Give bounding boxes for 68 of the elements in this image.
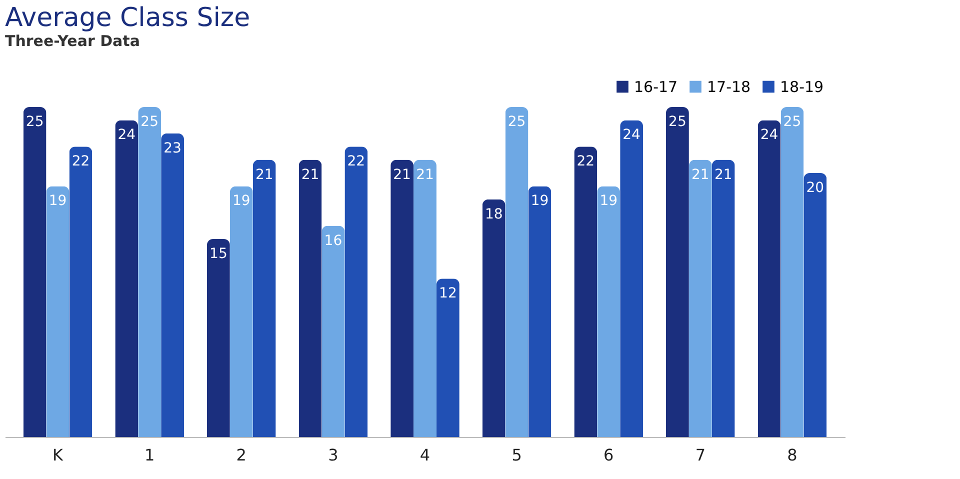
data-label: 21 <box>393 166 411 183</box>
data-label: 25 <box>508 114 526 130</box>
x-tick-label: 6 <box>604 446 614 464</box>
bar <box>620 120 644 437</box>
data-label: 23 <box>164 140 182 156</box>
bar <box>115 120 138 437</box>
bar <box>344 146 368 437</box>
data-label: 19 <box>232 193 250 210</box>
data-label: 16 <box>324 232 342 249</box>
data-label: 19 <box>600 193 618 210</box>
data-label: 21 <box>691 166 710 183</box>
bar <box>436 278 460 437</box>
data-label: 25 <box>783 114 802 130</box>
bar <box>390 160 414 437</box>
data-label: 25 <box>668 114 686 130</box>
x-tick-label: 1 <box>144 446 155 464</box>
bar <box>69 146 92 437</box>
data-label: 21 <box>416 166 434 183</box>
bar <box>597 186 620 437</box>
bar <box>482 199 506 437</box>
bar <box>758 120 781 437</box>
data-label: 15 <box>210 246 228 262</box>
bar <box>206 239 230 437</box>
bar <box>688 160 712 437</box>
bar <box>414 160 436 437</box>
data-label: 18 <box>484 206 503 222</box>
bar <box>230 186 253 437</box>
bar <box>666 107 689 437</box>
data-label: 21 <box>301 166 320 183</box>
bar <box>574 146 598 437</box>
data-label: 19 <box>530 193 549 210</box>
bar <box>138 107 162 437</box>
bar <box>161 133 184 437</box>
data-label: 25 <box>140 114 159 130</box>
legend-label: 16-17 <box>634 78 678 96</box>
data-label: 21 <box>255 166 274 183</box>
x-tick-label: 3 <box>328 446 338 464</box>
bar <box>46 186 70 437</box>
data-label: 22 <box>347 154 366 170</box>
bar <box>322 226 345 437</box>
bar <box>505 107 528 437</box>
bar <box>528 186 552 437</box>
bar <box>252 160 276 437</box>
bar <box>804 173 827 437</box>
chart-subtitle: Three-Year Data <box>5 32 140 50</box>
data-label: 22 <box>576 154 595 170</box>
data-label: 22 <box>72 154 90 170</box>
data-label: 19 <box>48 193 67 210</box>
legend-label: 17-18 <box>707 78 751 96</box>
legend-label: 18-19 <box>780 78 824 96</box>
data-label: 20 <box>806 180 824 196</box>
data-label: 24 <box>118 127 136 144</box>
data-label: 21 <box>714 166 732 183</box>
chart-title: Average Class Size <box>5 3 250 33</box>
bar <box>298 160 322 437</box>
x-tick-label: 8 <box>787 446 798 464</box>
x-tick-label: K <box>52 446 64 464</box>
data-label: 24 <box>622 127 641 144</box>
x-tick-label: 4 <box>420 446 430 464</box>
x-tick-label: 7 <box>695 446 706 464</box>
x-tick-label: 5 <box>512 446 522 464</box>
data-label: 12 <box>439 286 457 302</box>
bar <box>712 160 735 437</box>
data-label: 25 <box>26 114 44 130</box>
x-tick-label: 2 <box>236 446 246 464</box>
bar <box>780 107 804 437</box>
data-label: 24 <box>760 127 778 144</box>
bar <box>23 107 46 437</box>
